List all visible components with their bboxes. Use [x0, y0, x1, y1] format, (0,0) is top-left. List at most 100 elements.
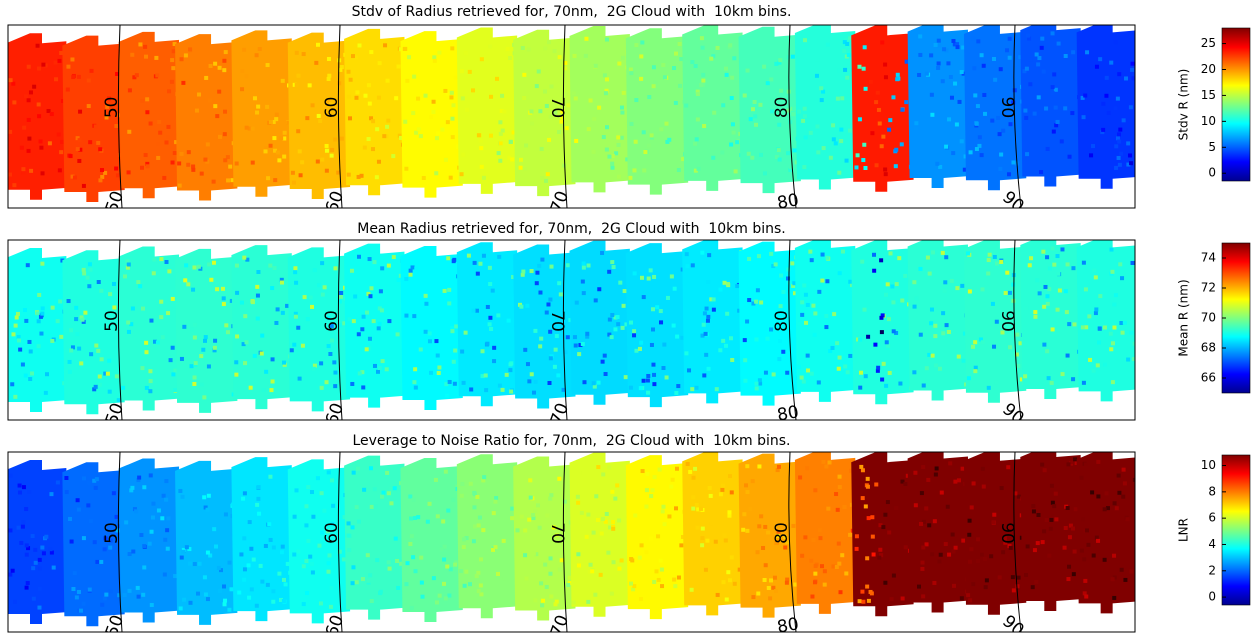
- texture: [824, 325, 828, 329]
- texture: [82, 184, 86, 188]
- texture: [828, 460, 832, 464]
- texture: [864, 374, 868, 378]
- texture: [845, 159, 849, 163]
- texture: [317, 283, 321, 287]
- texture: [678, 42, 682, 46]
- texture: [1103, 363, 1107, 367]
- texture: [142, 544, 146, 548]
- texture: [501, 388, 505, 392]
- texture: [351, 54, 355, 58]
- granule: [626, 243, 688, 407]
- texture: [722, 533, 726, 537]
- texture: [582, 380, 586, 384]
- texture: [163, 573, 167, 577]
- texture: [182, 598, 186, 602]
- texture: [753, 100, 757, 104]
- texture: [201, 348, 205, 352]
- texture: [918, 53, 922, 57]
- texture: [404, 277, 408, 281]
- texture: [663, 75, 667, 79]
- texture: [414, 569, 418, 573]
- texture: [37, 114, 41, 118]
- texture: [660, 568, 664, 572]
- texture: [495, 77, 499, 81]
- texture: [1012, 588, 1016, 592]
- texture: [691, 263, 695, 267]
- texture: [534, 380, 538, 384]
- texture: [460, 494, 464, 498]
- texture: [303, 295, 307, 299]
- texture: [419, 347, 423, 351]
- texture: [745, 529, 749, 533]
- texture: [296, 550, 300, 554]
- texture: [171, 346, 175, 350]
- texture: [223, 110, 227, 114]
- texture: [687, 368, 691, 372]
- texture: [937, 61, 941, 65]
- texture: [980, 53, 984, 57]
- texture: [257, 485, 261, 489]
- granule: [1077, 237, 1139, 401]
- texture: [1121, 331, 1125, 335]
- texture: [141, 593, 145, 597]
- texture: [150, 530, 154, 534]
- texture: [123, 593, 127, 597]
- texture: [292, 181, 296, 185]
- texture: [594, 298, 598, 302]
- granule: [119, 247, 181, 411]
- texture: [367, 137, 371, 141]
- texture: [1129, 105, 1133, 109]
- colorbar-tick-label: 20: [1201, 62, 1216, 76]
- texture: [859, 465, 863, 469]
- texture: [446, 509, 450, 513]
- texture: [403, 47, 407, 51]
- texture: [785, 371, 789, 375]
- texture: [235, 291, 239, 295]
- texture: [1084, 287, 1088, 291]
- texture: [918, 267, 922, 271]
- texture: [825, 279, 829, 283]
- texture: [640, 276, 644, 280]
- texture: [195, 109, 199, 113]
- texture: [162, 176, 166, 180]
- texture: [251, 127, 255, 131]
- texture: [933, 519, 937, 523]
- texture: [1047, 287, 1051, 291]
- texture: [1041, 540, 1045, 544]
- texture: [12, 100, 16, 104]
- texture: [1008, 56, 1012, 60]
- texture: [510, 507, 514, 511]
- texture: [87, 481, 91, 485]
- texture: [1047, 554, 1051, 558]
- panel: 50506060707080809090Mean Radius retrieve…: [6, 221, 1250, 429]
- texture: [128, 589, 132, 593]
- texture: [877, 108, 881, 112]
- texture: [1081, 517, 1085, 521]
- texture: [200, 172, 204, 176]
- colorbar-tick-label: 72: [1201, 281, 1216, 295]
- texture: [896, 73, 900, 77]
- texture: [140, 166, 144, 170]
- texture: [872, 253, 876, 257]
- texture: [594, 494, 598, 498]
- texture: [582, 291, 586, 295]
- texture: [243, 361, 247, 365]
- texture: [1084, 595, 1088, 599]
- texture: [590, 569, 594, 573]
- texture: [675, 467, 679, 471]
- meridian-label-edge: 90: [998, 187, 1027, 216]
- granule: [344, 29, 406, 195]
- texture: [872, 552, 876, 556]
- texture: [728, 474, 732, 478]
- texture: [952, 584, 956, 588]
- texture: [387, 264, 391, 268]
- texture: [821, 253, 825, 257]
- texture: [705, 307, 709, 311]
- texture: [888, 371, 892, 375]
- texture: [103, 596, 107, 600]
- texture: [281, 79, 285, 83]
- texture: [34, 561, 38, 565]
- texture: [328, 352, 332, 356]
- texture: [557, 130, 561, 134]
- texture: [280, 281, 284, 285]
